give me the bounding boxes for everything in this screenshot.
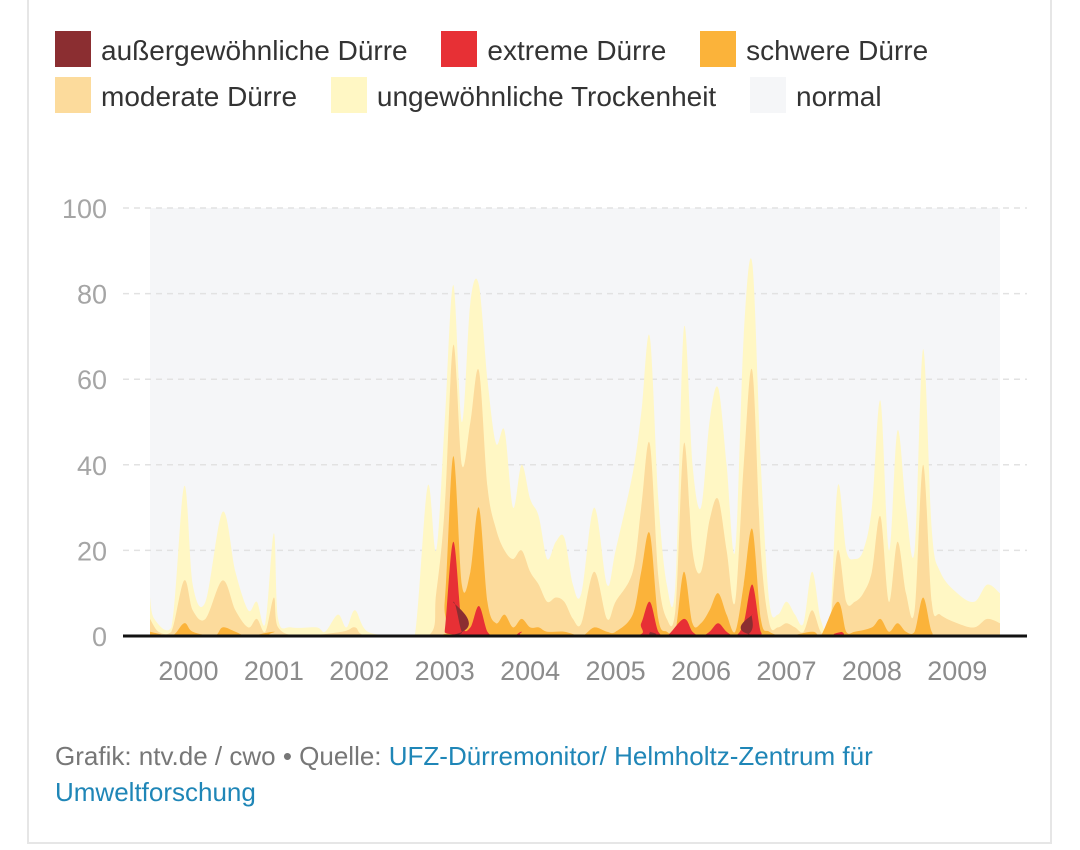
area-series xyxy=(150,258,1000,636)
area-ungewoehnlich[interactable] xyxy=(150,258,1000,636)
legend-label: ungewöhnliche Trockenheit xyxy=(376,81,717,112)
legend-swatch xyxy=(55,77,91,113)
legend-item-normal[interactable]: normal xyxy=(750,77,908,113)
legend-swatch xyxy=(700,31,737,67)
source-link[interactable]: UFZ-Dürremonitor/ Helmholtz-Zentrum für … xyxy=(55,741,873,807)
legend-item-ungewoehnlich[interactable]: ungewöhnliche Trockenheit xyxy=(330,77,742,113)
legend-swatch xyxy=(330,77,367,113)
legend-label: moderate Dürre xyxy=(101,81,298,112)
chart-footer: Grafik: ntv.de / cwo • Quelle: UFZ-Dürre… xyxy=(55,738,1015,810)
legend-swatch xyxy=(441,31,478,67)
x-tick-label: 2008 xyxy=(842,656,902,686)
footer-credit: Grafik: ntv.de / cwo • Quelle: xyxy=(55,741,389,771)
x-tick-label: 2005 xyxy=(586,656,646,686)
x-tick-label: 2007 xyxy=(756,656,816,686)
x-tick-label: 2003 xyxy=(415,656,475,686)
y-axis-ticks: 0 20 40 60 80 100 xyxy=(62,194,107,652)
y-tick-label: 100 xyxy=(62,194,107,224)
x-axis-ticks: 2000 2001 2002 2003 2004 2005 2006 2007 2008 2009 xyxy=(158,656,987,686)
x-tick-label: 2006 xyxy=(671,656,731,686)
legend-label: schwere Dürre xyxy=(746,35,929,66)
legend-swatch xyxy=(55,31,91,67)
y-tick-label: 40 xyxy=(77,451,107,481)
legend: außergewöhnliche Dürre extreme Dürre sch… xyxy=(55,28,955,120)
legend-label: außergewöhnliche Dürre xyxy=(101,35,408,66)
x-tick-label: 2001 xyxy=(244,656,304,686)
y-tick-label: 60 xyxy=(77,365,107,395)
legend-label: extreme Dürre xyxy=(487,35,667,66)
y-tick-label: 20 xyxy=(77,536,107,566)
x-tick-label: 2004 xyxy=(500,656,560,686)
legend-item-extrem[interactable]: extreme Dürre xyxy=(441,31,692,67)
area-moderat[interactable] xyxy=(150,344,1000,636)
x-tick-label: 2002 xyxy=(329,656,389,686)
x-tick-label: 2009 xyxy=(927,656,987,686)
y-tick-label: 0 xyxy=(92,622,107,652)
legend-swatch xyxy=(750,77,786,113)
y-tick-label: 80 xyxy=(77,280,107,310)
x-tick-label: 2000 xyxy=(158,656,218,686)
legend-label: normal xyxy=(796,81,882,112)
legend-item-schwer[interactable]: schwere Dürre xyxy=(700,31,954,67)
legend-item-aussergewoehnlich[interactable]: außergewöhnliche Dürre xyxy=(55,31,434,67)
legend-item-moderat[interactable]: moderate Dürre xyxy=(55,77,323,113)
